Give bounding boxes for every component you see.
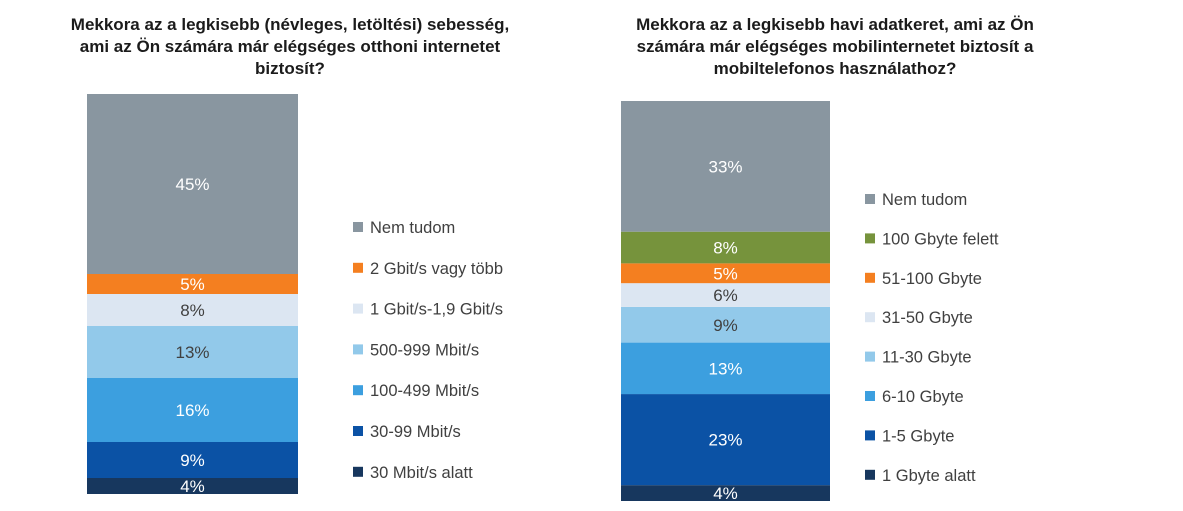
chart-mobile-data: Mekkora az a legkisebb havi adatkeret, a… [600, 0, 1183, 511]
legend-entry: Nem tudom [882, 191, 967, 209]
legend-swatch [353, 222, 363, 232]
legend-swatch [865, 430, 875, 441]
bar-segment [621, 342, 830, 395]
data-label: 8% [180, 301, 205, 320]
data-label: 45% [175, 175, 209, 194]
legend-entry: 1-5 Gbyte [882, 427, 954, 445]
legend-swatch [865, 469, 875, 480]
legend-swatch [353, 385, 363, 396]
legend-entry: 100-499 Mbit/s [370, 382, 479, 400]
chart-title: Mekkora az a legkisebb havi adatkeret, a… [636, 15, 1034, 78]
bar-segment [87, 378, 298, 442]
data-label: 5% [713, 264, 738, 283]
legend-entry: 500-999 Mbit/s [370, 341, 479, 359]
legend-entry: 51-100 Gbyte [882, 270, 982, 288]
legend-swatch [353, 344, 363, 355]
chart-internet-speed: Mekkora az a legkisebb (névleges, letölt… [70, 15, 510, 496]
data-label: 13% [708, 359, 742, 378]
bar-segment [87, 478, 298, 494]
bar-segment [621, 306, 830, 343]
bar-segment [621, 263, 830, 284]
bar-segment [621, 394, 830, 486]
legend-swatch [865, 233, 875, 244]
legend-swatch [865, 351, 875, 362]
legend-entry: 11-30 Gbyte [882, 349, 972, 367]
legend-swatch [865, 272, 875, 283]
data-label: 16% [175, 401, 209, 420]
chart-title: Mekkora az a legkisebb (névleges, letölt… [70, 15, 510, 78]
legend-entry: 31-50 Gbyte [882, 309, 973, 327]
legend-entry: 2 Gbit/s vagy több [370, 260, 503, 278]
data-label: 5% [180, 275, 205, 294]
stacked-bar-chart: 4% 23% 13% 9% 6% 5% 8% 33% Nem tudom 100 Gbyte fe… [621, 101, 999, 503]
data-label: 9% [713, 316, 738, 335]
bar-segment [621, 283, 830, 307]
data-label: 23% [708, 431, 742, 450]
legend-swatch [353, 466, 363, 477]
legend-swatch [353, 303, 363, 314]
legend-entry: 30 Mbit/s alatt [370, 464, 473, 482]
legend-entry: Nem tudom [370, 219, 455, 237]
bar-segment [621, 101, 830, 232]
legend-entry: 6-10 Gbyte [882, 388, 964, 406]
data-label: 4% [713, 484, 738, 503]
legend-entry: 30-99 Mbit/s [370, 423, 461, 441]
data-label: 9% [180, 451, 205, 470]
legend-entry: 1 Gbyte alatt [882, 467, 976, 485]
bar-segment [621, 231, 830, 264]
bar-segment [87, 94, 298, 274]
data-label: 13% [175, 343, 209, 362]
legend-entry: 1 Gbit/s-1,9 Gbit/s [370, 301, 503, 319]
bar-segment [87, 326, 298, 378]
legend-entry: 100 Gbyte felett [882, 230, 999, 248]
data-label: 4% [180, 477, 205, 496]
bar-segment [87, 442, 298, 478]
legend-swatch [353, 426, 363, 436]
legend-swatch [353, 262, 363, 273]
legend-swatch [865, 194, 875, 204]
data-label: 6% [713, 286, 738, 305]
bar-segment [87, 274, 298, 294]
legend-swatch [865, 391, 875, 401]
bar-segment [621, 485, 830, 501]
stacked-bar-chart: 4% 9% 16% 13% 8% 5% 45% Nem tudom 2 Gbit/s vagy … [87, 94, 503, 496]
data-label: 8% [713, 239, 738, 258]
bar-segment [87, 294, 298, 326]
data-label: 33% [708, 157, 742, 176]
legend-swatch [865, 312, 875, 323]
